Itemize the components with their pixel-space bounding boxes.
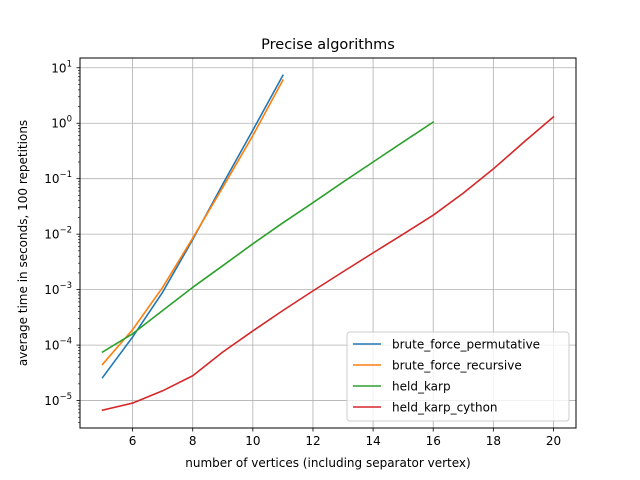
series-line-held-karp-cython bbox=[101, 115, 555, 412]
x-tick-label: 10 bbox=[245, 434, 260, 448]
legend-label: brute_force_permutative bbox=[392, 338, 540, 352]
x-tick-label: 8 bbox=[189, 434, 197, 448]
series-lines bbox=[101, 74, 555, 412]
y-tick-label: 10−4 bbox=[44, 337, 72, 353]
y-tick-label: 10−2 bbox=[44, 226, 72, 242]
x-tick-label: 12 bbox=[305, 434, 320, 448]
series-line-held-karp bbox=[101, 120, 435, 354]
x-tick-label: 16 bbox=[426, 434, 441, 448]
axis-ticks: 6 8 10 12 14 16 18 20 10−5 10−4 10−3 10−2 10−1 100 101 bbox=[44, 59, 561, 448]
y-tick-label: 10−1 bbox=[44, 170, 72, 186]
y-tick-label: 10−3 bbox=[44, 281, 72, 297]
legend-label: held_karp_cython bbox=[392, 401, 498, 415]
x-axis-label: number of vertices (including separator … bbox=[185, 456, 470, 470]
x-tick-label: 18 bbox=[486, 434, 501, 448]
series-line-brute-force-recursive bbox=[101, 78, 284, 366]
x-tick-label: 6 bbox=[129, 434, 137, 448]
legend: brute_force_permutative brute_force_recur… bbox=[346, 331, 570, 422]
chart-title: Precise algorithms bbox=[261, 37, 395, 53]
y-tick-label: 10−5 bbox=[44, 392, 72, 408]
legend-box bbox=[346, 331, 570, 422]
y-axis-label: average time in seconds, 100 repetitions bbox=[16, 120, 30, 366]
x-tick-label: 14 bbox=[365, 434, 380, 448]
x-tick-label: 20 bbox=[546, 434, 561, 448]
legend-label: held_karp bbox=[392, 380, 451, 394]
y-tick-label: 101 bbox=[51, 59, 72, 75]
legend-label: brute_force_recursive bbox=[392, 359, 522, 373]
y-tick-label: 100 bbox=[51, 115, 72, 131]
